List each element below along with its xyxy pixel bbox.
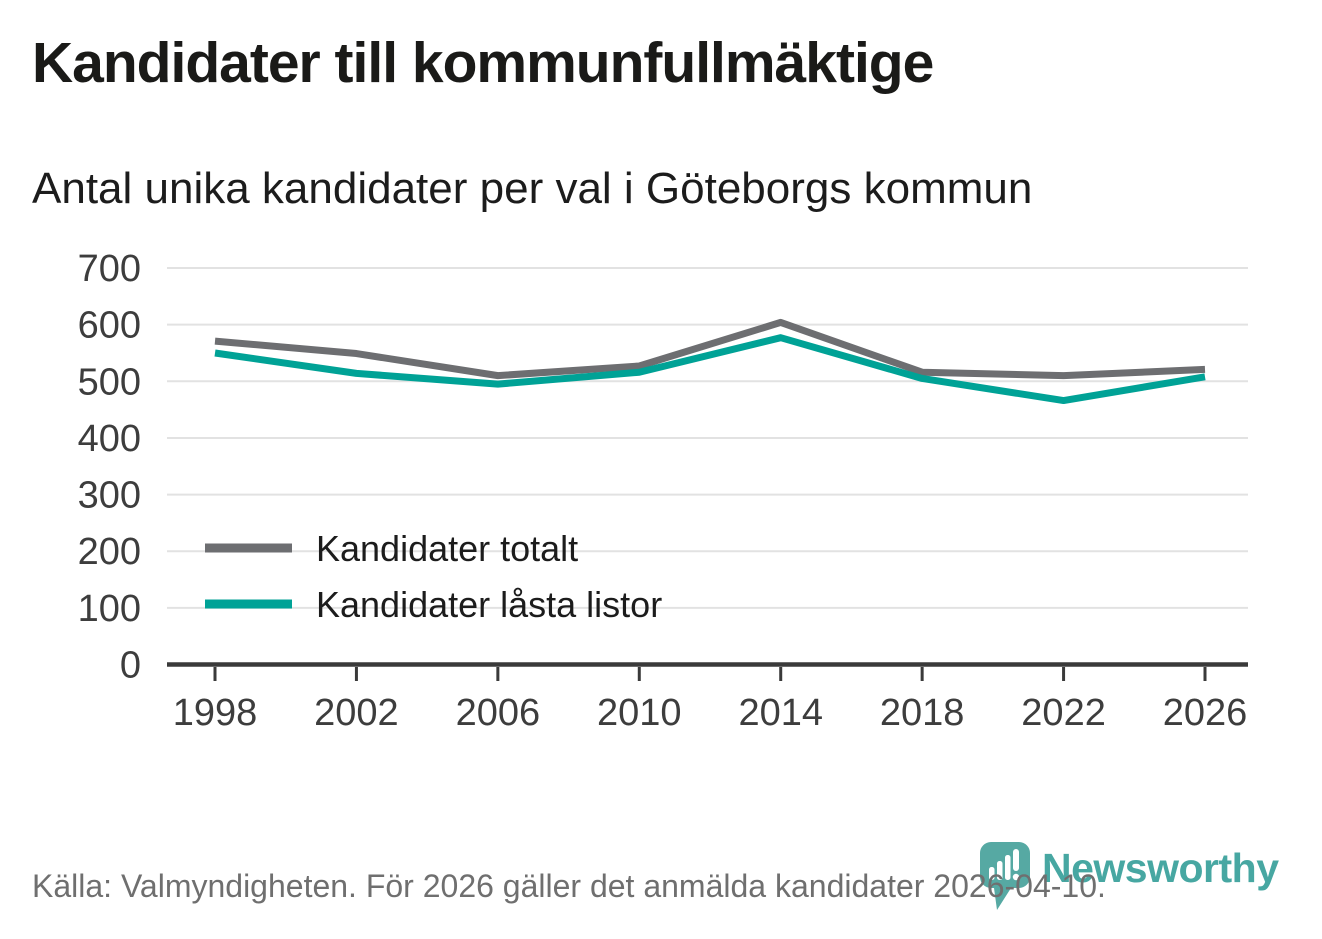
newsworthy-pin-barchart-icon	[980, 842, 1030, 910]
newsworthy-logo: Newsworthy	[980, 842, 1279, 914]
y-tick-label-100: 100	[78, 588, 141, 630]
series-line-0	[214, 318, 1206, 380]
bar-medium	[997, 861, 1003, 880]
y-tick-label-0: 0	[120, 645, 141, 687]
x-tick-label-2014: 2014	[738, 692, 823, 734]
y-tick-label-300: 300	[78, 475, 141, 517]
source-note: Källa: Valmyndigheten. För 2026 gäller d…	[32, 868, 1106, 904]
exclamation-bar	[1013, 849, 1019, 871]
y-tick-label-600: 600	[78, 305, 141, 347]
x-tick-label-2022: 2022	[1021, 692, 1106, 734]
legend-label-0: Kandidater totalt	[316, 528, 578, 569]
legend-label-1: Kandidater låsta listor	[316, 584, 662, 625]
y-tick-label-700: 700	[78, 248, 141, 290]
exclamation-dot	[1012, 873, 1020, 881]
line-chart: 0 100 200 300 400 500 600 700 1998 2002 2006 2010 20…	[78, 248, 1248, 734]
chart-subtitle: Antal unika kandidater per val i Götebor…	[32, 164, 1033, 213]
x-tick-label-2010: 2010	[597, 692, 682, 734]
y-tick-label-400: 400	[78, 418, 141, 460]
x-tick-label-2018: 2018	[880, 692, 965, 734]
x-tick-label-2026: 2026	[1163, 692, 1248, 734]
newsworthy-wordmark: Newsworthy	[1042, 845, 1279, 891]
x-tick-label-2006: 2006	[456, 692, 541, 734]
x-tick-label-2002: 2002	[314, 692, 399, 734]
page-title: Kandidater till kommunfullmäktige	[32, 31, 934, 95]
bar-large	[1005, 855, 1011, 880]
series-line-1	[214, 334, 1206, 405]
y-tick-label-500: 500	[78, 361, 141, 403]
bar-small	[989, 867, 995, 880]
y-tick-label-200: 200	[78, 531, 141, 573]
x-tick-label-1998: 1998	[173, 692, 258, 734]
